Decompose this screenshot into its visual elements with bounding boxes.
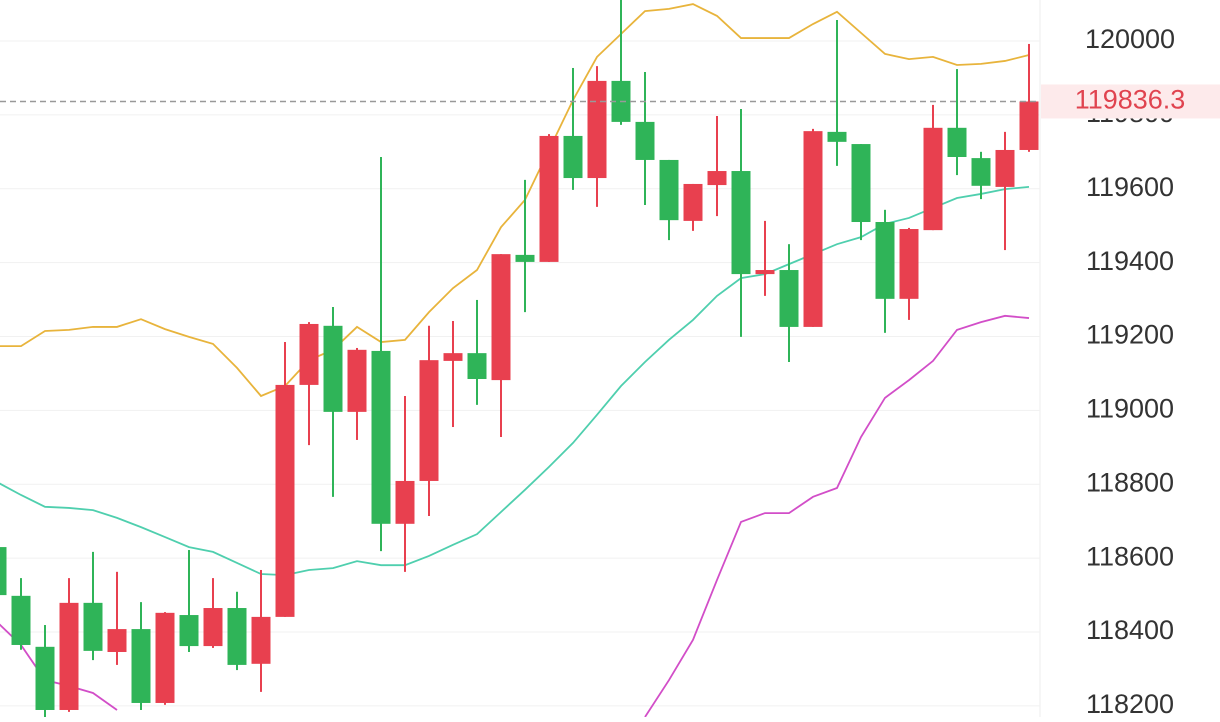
last-price-tag: [1041, 84, 1220, 119]
candle-body: [539, 135, 559, 262]
candle-body: [923, 127, 943, 231]
grid: 118200 118400 118600 118800 119000 119200 1194…: [0, 24, 1175, 719]
candle-body: [419, 360, 439, 481]
candle-body: [299, 323, 319, 385]
candle-body: [635, 121, 655, 160]
candle-body: [11, 595, 31, 645]
candle-body: [1019, 101, 1039, 150]
bands: [0, 3, 1030, 718]
candle-body: [347, 349, 367, 412]
candle-body: [155, 612, 175, 703]
candle-body: [467, 353, 487, 380]
candle-body: [827, 131, 847, 142]
candle-body: [251, 616, 271, 664]
candle-body: [59, 602, 79, 710]
candles: [0, 0, 1039, 717]
band-line: [644, 314, 1030, 718]
y-tick-label: 119400: [1086, 246, 1174, 276]
candle-body: [947, 127, 967, 157]
candle-body: [0, 547, 7, 596]
y-tick-label: 118800: [1086, 467, 1174, 497]
candle-body: [107, 629, 127, 652]
y-tick-label: 119000: [1086, 394, 1174, 424]
candle-body: [395, 480, 415, 524]
candle-body: [83, 602, 103, 651]
candle-body: [587, 80, 607, 179]
candle-body: [35, 646, 55, 710]
candle-body: [203, 608, 223, 647]
last-price-label: 119836.3: [1075, 85, 1186, 115]
y-tick-label: 119200: [1086, 320, 1174, 350]
candle-body: [563, 135, 583, 179]
y-tick-label: 119600: [1086, 172, 1174, 202]
candle-body: [659, 159, 679, 221]
candle-body: [707, 171, 727, 186]
y-tick-label: 118200: [1086, 689, 1174, 717]
candle-body: [515, 254, 535, 262]
candle-body: [755, 270, 775, 275]
candle-body: [995, 149, 1015, 187]
candle-body: [803, 131, 823, 327]
candle-body: [227, 608, 247, 665]
candle-body: [875, 222, 895, 299]
y-tick-label: 118400: [1086, 615, 1174, 645]
y-tick-label: 120000: [1085, 24, 1175, 54]
candle-body: [323, 325, 343, 412]
candle-body: [971, 158, 991, 186]
y-tick-label: 118600: [1086, 541, 1174, 571]
band-line: [0, 186, 1030, 577]
band-line: [0, 3, 1030, 398]
candle-body: [131, 629, 151, 703]
candle-body: [443, 353, 463, 361]
candle-body: [275, 384, 295, 617]
candle-body: [683, 183, 703, 221]
candle-body: [179, 615, 199, 647]
candle-body: [731, 171, 751, 275]
candle-body: [779, 270, 799, 327]
candle-body: [491, 254, 511, 381]
candle-body: [851, 144, 871, 223]
candle-body: [899, 229, 919, 299]
candle-body: [371, 350, 391, 524]
